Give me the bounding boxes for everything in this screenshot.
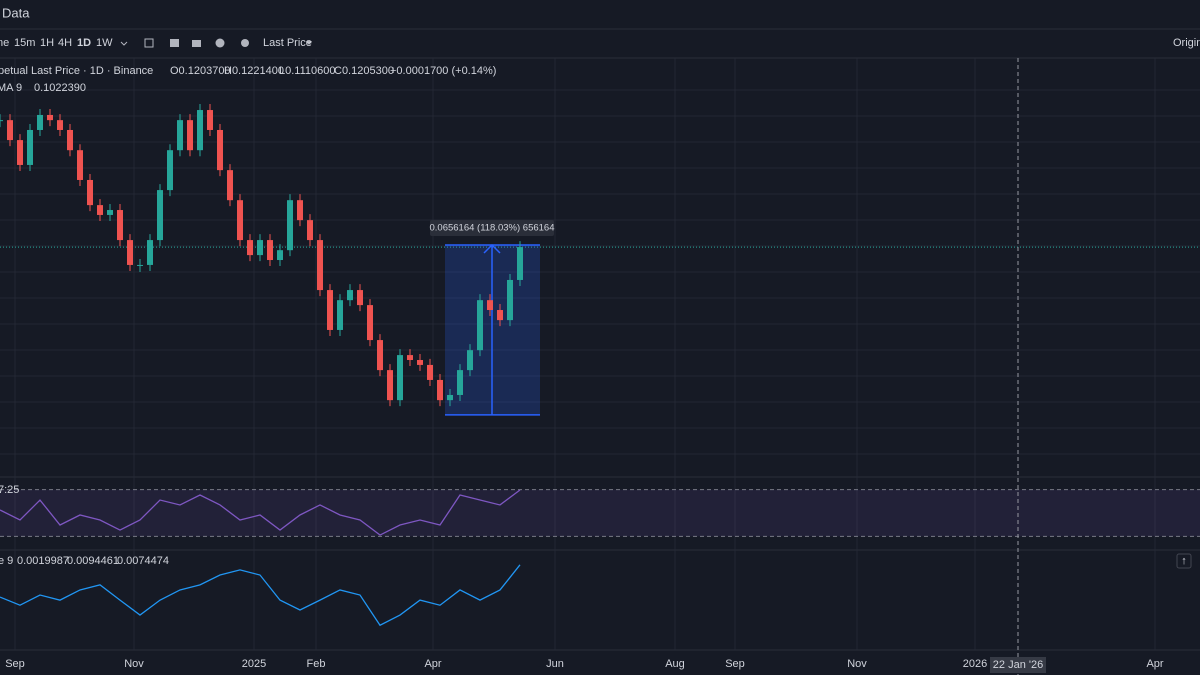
page-title: Data	[2, 5, 30, 20]
candle	[57, 120, 63, 130]
rsi-line	[0, 489, 521, 536]
candle	[427, 364, 433, 380]
candle	[177, 120, 183, 151]
candle	[117, 210, 123, 241]
candle	[307, 220, 313, 241]
macd-label: e 9	[0, 555, 13, 567]
candle	[37, 114, 43, 130]
candle	[417, 360, 423, 365]
toolbar-item[interactable]: 1D	[77, 37, 91, 49]
x-tick-label: 2026	[963, 658, 987, 670]
x-tick-label: Jun	[546, 658, 564, 670]
legend-text: O0.1203700	[170, 65, 231, 77]
toolbar-item[interactable]: ne	[0, 37, 9, 49]
scroll-icon[interactable]: ↑	[1181, 555, 1187, 567]
candle	[387, 370, 393, 401]
rsi-label: 7:25	[0, 484, 19, 496]
crosshair-label-bg	[990, 657, 1046, 673]
candle	[47, 114, 53, 121]
x-tick-label: Sep	[725, 658, 745, 670]
candle	[97, 205, 103, 215]
toolbar-item[interactable]: 1H	[40, 37, 54, 49]
candle	[17, 140, 23, 165]
candle	[207, 110, 213, 130]
toolbar-item[interactable]: Last Price	[263, 37, 312, 49]
x-tick-label: Sep	[5, 658, 25, 670]
candle	[357, 290, 363, 306]
candle	[297, 200, 303, 221]
candle	[347, 290, 353, 301]
macd-hist-label: 0.0019987	[17, 555, 69, 567]
candle	[227, 170, 233, 201]
candle	[257, 240, 263, 256]
toolbar-item[interactable]: 15m	[14, 37, 35, 49]
candle	[267, 240, 273, 261]
candle	[287, 200, 293, 251]
x-tick-label: 2025	[242, 658, 266, 670]
legend-text: petual Last Price · 1D · Binance	[0, 65, 153, 77]
ma-name: MA 9	[0, 82, 22, 94]
measure-label-bg	[430, 220, 554, 236]
candle	[77, 150, 83, 180]
x-tick-label: Aug	[665, 658, 685, 670]
x-tick-label: Nov	[124, 658, 144, 670]
candle	[507, 279, 513, 321]
candle	[67, 129, 73, 151]
candle	[107, 210, 113, 215]
candle	[317, 240, 323, 291]
candle	[147, 240, 153, 265]
candle	[137, 264, 143, 266]
x-tick-label: Nov	[847, 658, 867, 670]
candle	[127, 240, 133, 265]
candle	[477, 300, 483, 351]
candle	[157, 190, 163, 241]
candle	[457, 370, 463, 395]
crosshair-label: 22 Jan '26	[993, 659, 1043, 671]
candle	[337, 300, 343, 330]
candle	[217, 129, 223, 171]
candle	[187, 120, 193, 151]
ma-value: 0.1022390	[34, 82, 86, 94]
candle	[517, 247, 523, 280]
measure-label: 0.0656164 (118.03%) 656164	[429, 223, 554, 234]
toolbar-item[interactable]: 1W	[96, 37, 113, 49]
scroll-button[interactable]	[1176, 553, 1192, 569]
candle	[397, 355, 403, 401]
candle	[237, 200, 243, 241]
x-tick-label: Apr	[1146, 658, 1163, 670]
x-tick-label: Apr	[424, 658, 441, 670]
legend-text: H0.1221400	[224, 65, 284, 77]
candle	[247, 240, 253, 256]
candle	[27, 129, 33, 165]
legend-text: C0.1205300	[334, 65, 394, 77]
x-tick-label: Feb	[307, 658, 326, 670]
candle	[87, 179, 93, 206]
toolbar-item[interactable]: 4H	[58, 37, 72, 49]
candle	[197, 110, 203, 151]
rsi-band	[0, 489, 1200, 537]
candle	[277, 250, 283, 261]
candle	[327, 290, 333, 330]
candle	[0, 120, 3, 122]
toolbar-icons	[120, 38, 312, 48]
macd-signal-label: 0.0074474	[117, 555, 169, 567]
measure-arrowhead	[483, 243, 501, 254]
candle	[437, 379, 443, 401]
legend-text: L0.1110600	[279, 65, 335, 77]
candle	[407, 355, 413, 361]
candle	[497, 310, 503, 321]
candle	[367, 305, 373, 341]
candle	[467, 350, 473, 371]
legend-text: +0.0001700 (+0.14%)	[390, 65, 496, 77]
candle	[487, 300, 493, 311]
macd-line-label: 0.0094461	[67, 555, 119, 567]
candle	[447, 394, 453, 401]
candle	[167, 150, 173, 191]
toolbar-right[interactable]: Origina	[1173, 37, 1200, 49]
macd-line	[0, 564, 521, 627]
candle	[7, 120, 13, 141]
candle	[377, 340, 383, 371]
